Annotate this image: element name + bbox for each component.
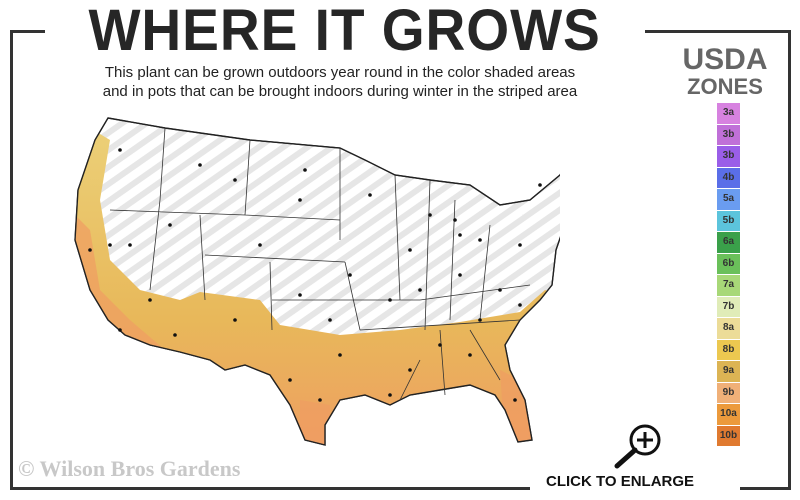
city-dot [438, 343, 442, 347]
city-dot [468, 353, 472, 357]
zone-swatch-10a: 10a [717, 404, 740, 425]
city-dot [233, 178, 237, 182]
subtitle-line-1: This plant can be grown outdoors year ro… [104, 64, 576, 81]
page-title: WHERE IT GROWS [45, 0, 645, 62]
city-dot [168, 223, 172, 227]
city-dot [408, 248, 412, 252]
zone-swatch-7b: 7b [717, 296, 740, 317]
city-dot [328, 318, 332, 322]
legend-title-zones: ZONES [687, 74, 763, 99]
city-dot [303, 168, 307, 172]
city-dot [478, 318, 482, 322]
city-dot [408, 368, 412, 372]
zone-legend: 3a 3b 3b 4b 5a 5b 6a 6b 7a 7b 8a 8b 9a 9b 10a 10b [717, 103, 740, 447]
zone-swatch-10b: 10b [717, 425, 740, 446]
city-dot [318, 398, 322, 402]
title-text: WHERE IT GROWS [88, 0, 602, 63]
legend-title: USDA ZONES [665, 44, 785, 98]
city-dot [298, 198, 302, 202]
copyright-watermark: © Wilson Bros Gardens [18, 456, 241, 481]
city-dot [88, 248, 92, 252]
click-to-enlarge-button[interactable]: CLICK TO ENLARGE [546, 473, 695, 490]
city-dot [118, 148, 122, 152]
city-dot [298, 293, 302, 297]
enlarge-bg [530, 468, 740, 498]
zone-swatch-9a: 9a [717, 361, 740, 382]
legend-title-usda: USDA [682, 43, 768, 76]
city-dot [173, 333, 177, 337]
zone-swatch-6b: 6b [717, 253, 740, 274]
city-dot [478, 238, 482, 242]
city-dot [518, 303, 522, 307]
zone-swatch-8a: 8a [717, 318, 740, 339]
city-dots [88, 148, 542, 402]
city-dot [498, 288, 502, 292]
city-dot [538, 183, 542, 187]
city-dot [338, 353, 342, 357]
city-dot [233, 318, 237, 322]
zone-swatch-5a: 5a [717, 189, 740, 210]
city-dot [258, 243, 262, 247]
us-border [74, 117, 560, 446]
city-dot [288, 378, 292, 382]
city-dot [108, 243, 112, 247]
city-dot [348, 273, 352, 277]
zone-swatch-4b: 4b [717, 167, 740, 188]
city-dot [368, 193, 372, 197]
us-map[interactable] [60, 110, 560, 455]
city-dot [118, 328, 122, 332]
zone-swatch-6a: 6a [717, 232, 740, 253]
zone-swatch-5b: 5b [717, 210, 740, 231]
magnifier-plus-icon[interactable] [605, 420, 665, 470]
city-dot [453, 218, 457, 222]
zone-swatch-7a: 7a [717, 275, 740, 296]
city-dot [388, 393, 392, 397]
city-dot [388, 298, 392, 302]
state-borders [109, 127, 531, 401]
zone-swatch-3a: 3a [717, 103, 740, 124]
city-dot [198, 163, 202, 167]
zone-swatch-3b: 3b [717, 124, 740, 145]
city-dot [428, 213, 432, 217]
city-dot [148, 298, 152, 302]
city-dot [128, 243, 132, 247]
city-dot [458, 233, 462, 237]
zone-swatch-3b: 3b [717, 146, 740, 167]
zone-swatch-9b: 9b [717, 382, 740, 403]
city-dot [418, 288, 422, 292]
zone-swatch-8b: 8b [717, 339, 740, 360]
city-dot [513, 398, 517, 402]
subtitle-line-2: and in pots that can be brought indoors … [102, 83, 578, 100]
city-dot [458, 273, 462, 277]
city-dot [518, 243, 522, 247]
hot-coastal-region [75, 200, 540, 445]
